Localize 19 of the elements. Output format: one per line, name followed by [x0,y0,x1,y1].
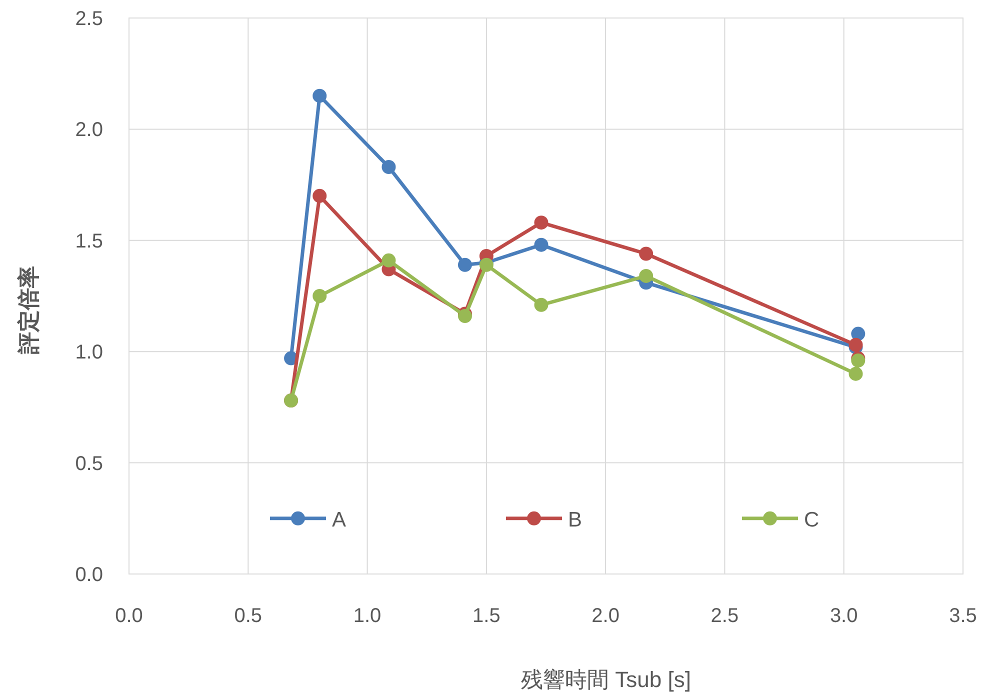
y-tick-label: 1.0 [75,342,103,364]
x-tick-label: 0.5 [234,605,262,627]
y-tick-label: 0.0 [75,564,103,586]
x-tick-label: 2.0 [592,605,620,627]
legend-label: A [332,508,346,532]
y-axis-title: 評定倍率 [16,266,41,355]
x-tick-label: 1.0 [353,605,382,627]
legend-label: C [804,508,820,532]
y-tick-label: 2.0 [75,119,103,142]
x-tick-label: 2.5 [710,605,739,627]
x-axis-title: 残響時間 Tsub [s] [521,667,691,692]
legend-label: B [568,508,582,532]
y-tick-label: 2.5 [75,8,103,30]
x-tick-label: 3.0 [830,605,858,627]
y-tick-label: 1.5 [75,230,103,252]
x-tick-label: 3.5 [949,605,977,627]
y-tick-label: 0.5 [75,452,103,475]
x-tick-label: 0.0 [115,605,143,627]
x-tick-label: 1.5 [472,605,500,627]
